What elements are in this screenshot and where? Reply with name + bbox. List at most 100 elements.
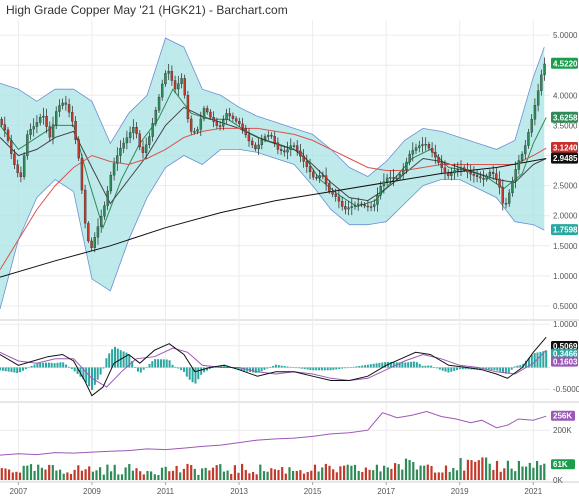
volume-bar [335, 472, 338, 480]
candle-body [402, 169, 405, 175]
histogram-bar [533, 353, 536, 368]
candle-body [446, 172, 450, 176]
histogram-bar [252, 367, 254, 373]
histogram-bar [306, 367, 309, 370]
volume-bar [419, 465, 422, 480]
histogram-bar [438, 367, 441, 370]
histogram-bar [157, 359, 160, 368]
volume-bar [95, 470, 98, 480]
histogram-bar [320, 367, 323, 371]
histogram-bar [369, 364, 372, 368]
candle-body [292, 145, 296, 147]
histogram-bar [194, 367, 197, 384]
volume-bar [233, 465, 236, 480]
histogram-bar [536, 352, 539, 368]
histogram-bar [361, 365, 364, 368]
candle-body [340, 201, 344, 207]
volume-bar [444, 465, 448, 480]
volume-bar [22, 465, 25, 480]
histogram-bar [174, 366, 177, 368]
y-tick-label: 2.0000 [553, 212, 578, 221]
volume-bar [219, 464, 222, 480]
volume-bar [426, 464, 429, 480]
indicator-tick-label: 1.0000 [553, 320, 578, 329]
histogram-bar [33, 364, 36, 368]
histogram-bar [177, 367, 180, 369]
candle-body [469, 171, 472, 175]
histogram-bar [392, 362, 395, 368]
candle-body [421, 144, 424, 146]
histogram-bar [7, 367, 10, 372]
volume-bar [193, 468, 196, 480]
histogram-bar [24, 367, 27, 370]
candle-body [74, 121, 77, 140]
histogram-bar [346, 367, 349, 369]
histogram-bar [525, 360, 527, 368]
candle-body [482, 177, 485, 180]
volume-tick-label: 0K [553, 476, 563, 485]
volume-bar [543, 463, 546, 480]
histogram-bar [183, 367, 185, 372]
histogram-bar [131, 361, 134, 368]
volume-bar [201, 468, 204, 480]
volume-bar [310, 470, 313, 480]
candle-body [180, 78, 183, 84]
histogram-bar [180, 367, 183, 371]
candle-body [42, 115, 45, 118]
volume-bar [255, 474, 258, 480]
candle-body [77, 139, 80, 159]
histogram-bar [384, 362, 387, 368]
x-tick-label: 2017 [377, 487, 395, 496]
volume-bar [536, 461, 539, 480]
histogram-bar [223, 364, 226, 368]
histogram-bar [510, 367, 513, 370]
histogram-bar [36, 363, 39, 368]
volume-bar [448, 471, 451, 480]
histogram-bar [378, 362, 381, 368]
volume-badge-label: 256K [553, 412, 572, 421]
histogram-bar [464, 367, 467, 370]
volume-bar [379, 471, 382, 480]
candle-body [154, 110, 158, 124]
histogram-bar [82, 367, 85, 380]
candle-body [122, 142, 125, 149]
candle-body [183, 78, 186, 96]
histogram-bar [65, 364, 68, 368]
histogram-bar [102, 367, 105, 369]
histogram-bar [487, 367, 490, 370]
indicator-panel [0, 322, 550, 400]
volume-bar [51, 465, 54, 480]
histogram-bar [421, 365, 424, 368]
candle-body [475, 175, 479, 177]
histogram-bar [154, 359, 157, 368]
candle-body [357, 203, 360, 206]
candle-body [479, 176, 482, 179]
candle-body [32, 126, 35, 130]
volume-bar [186, 463, 189, 480]
candle-body [418, 145, 421, 148]
volume-bar [197, 474, 200, 480]
histogram-bar [292, 367, 295, 368]
volume-bar [66, 472, 69, 480]
candle-body [225, 113, 228, 120]
volume-bar [277, 470, 280, 480]
volume-bar [346, 464, 349, 480]
candle-body [257, 144, 260, 150]
candle-body [58, 105, 61, 112]
histogram-bar [372, 363, 375, 368]
histogram-bar [47, 362, 50, 368]
candle-body [286, 149, 289, 153]
histogram-bar [203, 367, 206, 373]
overlay-upper-band [0, 37, 545, 177]
overlay-lower-band [0, 149, 545, 310]
histogram-bar [404, 362, 407, 368]
histogram-bar [269, 367, 272, 368]
x-tick-label: 2007 [10, 487, 28, 496]
volume-bar [532, 467, 535, 480]
volume-bar [299, 470, 302, 480]
candle-body [10, 140, 13, 154]
candle-body [109, 175, 113, 192]
candle-body [395, 177, 398, 180]
histogram-bar [125, 352, 128, 368]
histogram-bar [96, 367, 99, 380]
